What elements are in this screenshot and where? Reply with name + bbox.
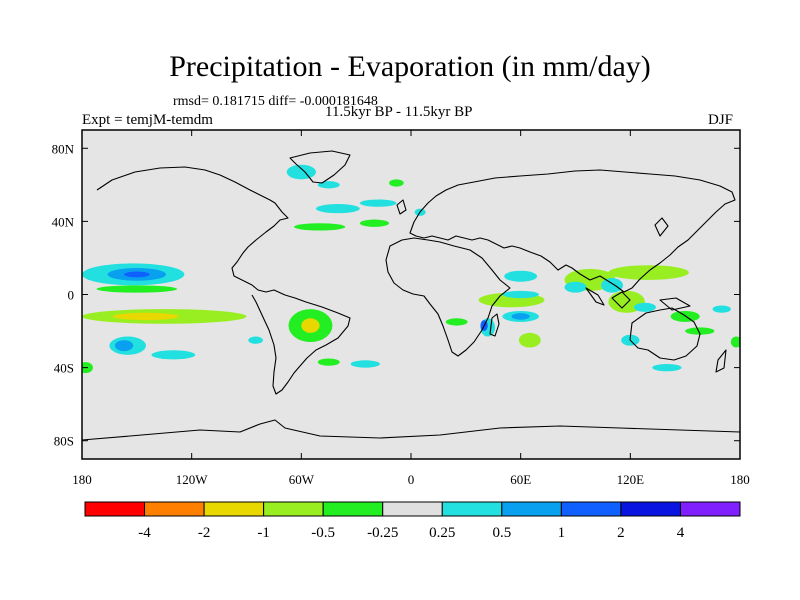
colorbar-swatch	[263, 501, 324, 517]
anomaly-region-26	[504, 270, 538, 282]
experiment-label: Expt = temjM-temdm	[82, 112, 213, 128]
colorbar-label: -1	[257, 525, 270, 541]
anomaly-contours	[82, 164, 740, 374]
americas-coastline	[96, 166, 351, 395]
x-tick-label: 60E	[510, 472, 531, 487]
colorbar: -4 -2 -1 -0.5 -0.25 0.25 0.5 1 2 4	[84, 501, 741, 541]
y-tick-label: 40N	[52, 214, 75, 229]
anomaly-region-5	[113, 312, 179, 321]
anomaly-region-10	[248, 336, 263, 344]
anomaly-region-30	[511, 313, 530, 320]
anomaly-region-19	[294, 223, 346, 231]
colorbar-label: -0.5	[311, 525, 335, 541]
greenland-coastline	[289, 150, 351, 184]
anomaly-region-35	[601, 278, 624, 293]
colorbar-swatch	[84, 501, 146, 517]
africa-coastline	[385, 237, 511, 357]
sumatra-coastline	[585, 287, 605, 306]
anomaly-region-18	[359, 199, 397, 207]
y-tick-label: 0	[68, 288, 75, 303]
australia-coastline	[629, 307, 701, 361]
x-tick-label: 60W	[289, 472, 315, 487]
anomaly-region-2	[124, 271, 150, 278]
anomaly-region-37	[633, 302, 656, 312]
chart-title: Precipitation - Evaporation (in mm/day)	[169, 50, 651, 83]
anomaly-region-28	[502, 290, 539, 299]
japan-coastline	[654, 217, 669, 237]
period-label: 11.5kyr BP - 11.5kyr BP	[325, 104, 473, 120]
colorbar-swatch	[144, 501, 205, 517]
colorbar-label: 0.25	[429, 525, 455, 541]
anomaly-region-14	[350, 360, 380, 368]
map-ocean-background	[82, 130, 740, 459]
new-zealand-coastline	[715, 349, 727, 373]
anomaly-region-43	[730, 336, 740, 348]
british-isles-coastline	[396, 199, 407, 215]
colorbar-swatch	[322, 501, 384, 517]
anomaly-region-34	[564, 281, 587, 293]
anomaly-region-39	[712, 305, 731, 313]
anomaly-region-23	[445, 318, 468, 326]
colorbar-label: -0.25	[367, 525, 398, 541]
colorbar-swatch	[382, 501, 443, 517]
anomaly-region-12	[301, 318, 320, 333]
borneo-coastline	[611, 291, 631, 309]
colorbar-swatch	[203, 501, 265, 517]
season-label: DJF	[708, 112, 734, 128]
anomaly-region-31	[518, 332, 541, 348]
colorbar-swatch	[560, 501, 622, 517]
y-tick-label: 80N	[52, 141, 75, 156]
y-tick-label: 40S	[54, 361, 74, 376]
x-tick-label: 180	[72, 472, 92, 487]
anomaly-region-40	[685, 327, 715, 335]
coastlines	[82, 150, 740, 441]
anomaly-region-8	[151, 350, 196, 360]
colorbar-label: 1	[558, 525, 566, 541]
anomaly-region-7	[114, 340, 134, 352]
colorbar-swatch	[620, 501, 681, 517]
colorbar-label: 0.5	[492, 525, 511, 541]
map-axes: 180 120W 60W 0 60E 120E 180 80N 40N 0 40S 80S	[52, 130, 750, 487]
colorbar-swatch	[441, 501, 503, 517]
x-tick-label: 120E	[617, 472, 645, 487]
anomaly-region-13	[317, 358, 340, 366]
anomaly-region-17	[315, 204, 360, 214]
colorbar-label: -4	[138, 525, 151, 541]
anomaly-region-3	[96, 285, 178, 293]
new-guinea-coastline	[659, 297, 691, 311]
x-tick-label: 180	[730, 472, 750, 487]
colorbar-swatch	[679, 501, 741, 517]
anomaly-region-42	[652, 363, 682, 372]
colorbar-swatch	[501, 501, 562, 517]
anomaly-region-33	[608, 265, 689, 280]
madagascar-coastline	[489, 313, 500, 337]
x-tick-label: 0	[408, 472, 415, 487]
anomaly-region-20	[359, 219, 390, 227]
colorbar-label: -2	[198, 525, 211, 541]
anomaly-region-15	[286, 164, 316, 180]
antarctica-coastline	[82, 419, 740, 441]
eurasia-coastline	[409, 169, 736, 293]
anomaly-region-21	[389, 179, 404, 187]
y-tick-label: 80S	[54, 434, 74, 449]
colorbar-label: 4	[677, 525, 685, 541]
anomaly-region-16	[317, 181, 340, 189]
rmsd-diff-stats: rmsd= 0.181715 diff= -0.000181648	[173, 94, 378, 109]
colorbar-label: 2	[617, 525, 625, 541]
x-tick-label: 120W	[176, 472, 209, 487]
